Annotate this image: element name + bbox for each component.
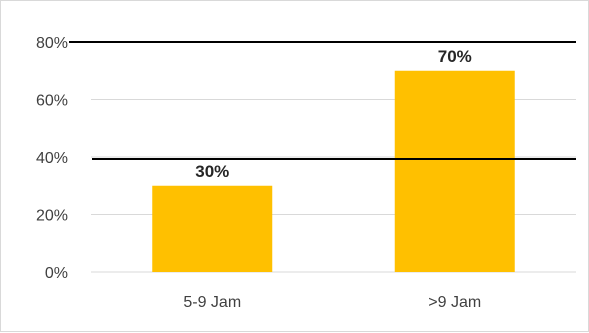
x-tick-label: >9 Jam — [428, 294, 481, 311]
y-tick-label: 80% — [36, 35, 68, 52]
y-tick-label: 0% — [45, 265, 68, 282]
y-tick-label: 40% — [36, 150, 68, 167]
y-tick-label: 20% — [36, 208, 68, 225]
bars — [152, 70, 515, 272]
data-label: 30% — [195, 162, 229, 181]
y-tick-label: 60% — [36, 93, 68, 110]
data-label: 70% — [438, 47, 472, 66]
overlay-lines — [69, 41, 576, 160]
y-axis-ticks: 0% 20% 40% 60% 80% — [36, 35, 68, 282]
bar — [152, 185, 273, 272]
x-tick-label: 5-9 Jam — [183, 294, 241, 311]
bar — [394, 70, 515, 272]
x-axis-ticks: 5-9 Jam >9 Jam — [183, 294, 481, 311]
data-labels: 30% 70% — [195, 47, 472, 181]
